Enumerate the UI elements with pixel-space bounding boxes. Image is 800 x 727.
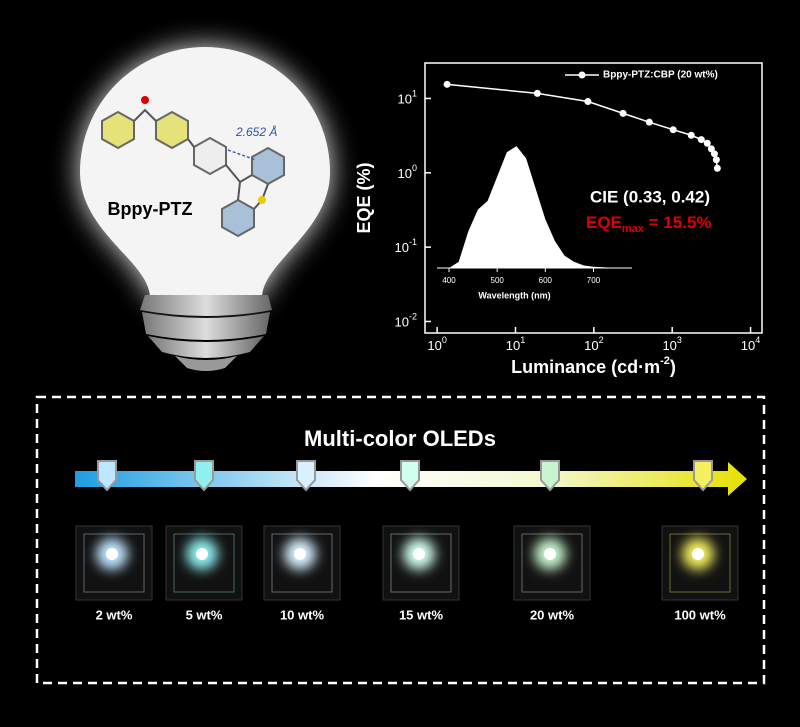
device-pixel-frame <box>669 533 731 593</box>
samples: 2 wt% 5 wt% 10 wt% 15 wt% 20 wt% 100 wt% <box>75 460 739 622</box>
inset-tick-label: 600 <box>539 276 553 285</box>
tick-label: 103 <box>662 335 681 353</box>
device-pixel-frame <box>390 533 452 593</box>
tick-label: 10-1 <box>395 238 417 256</box>
device-pixel-frame <box>271 533 333 593</box>
eqe-point <box>687 131 695 139</box>
eqe-point <box>669 126 677 134</box>
tick-exponent: 1 <box>520 335 525 345</box>
eqe-text: EQE <box>586 213 622 232</box>
tick-label: 101 <box>398 89 417 107</box>
x-axis-label: Luminance (cd·m-2) <box>511 355 676 377</box>
inset-tick-label: 400 <box>442 276 456 285</box>
gradient-marker <box>693 460 713 492</box>
device-pixel <box>413 548 425 560</box>
eqe-point <box>712 156 720 164</box>
tick-label: 102 <box>584 335 603 353</box>
tick-base: 10 <box>398 166 412 181</box>
sample-label: 20 wt% <box>530 607 575 622</box>
molecule <box>101 96 285 238</box>
tick-exponent: 0 <box>442 335 447 345</box>
device-pixel <box>692 548 704 560</box>
tick-base: 10 <box>506 338 520 353</box>
tick-base: 10 <box>741 338 755 353</box>
eqe-point <box>703 139 711 147</box>
cie-annotation: CIE (0.33, 0.42) <box>590 187 710 206</box>
panel-frame <box>35 395 766 685</box>
legend-marker <box>578 71 586 79</box>
eqe-max-annotation: EQEmax = 15.5% <box>586 213 712 234</box>
device-pixel <box>544 548 556 560</box>
tick-base: 10 <box>395 315 409 330</box>
gradient-marker <box>97 460 117 492</box>
inset-x-label: Wavelength (nm) <box>478 290 550 300</box>
eqe-point <box>619 109 627 117</box>
device-pixel-frame <box>521 533 583 593</box>
device-pixel-frame <box>83 533 145 593</box>
tick-base: 10 <box>427 338 441 353</box>
tick-base: 10 <box>395 241 409 256</box>
eqe-point <box>710 150 718 158</box>
tick-exponent: -1 <box>409 238 417 248</box>
eqe-point <box>443 80 451 88</box>
gradient-marker <box>400 460 420 492</box>
sample-label: 100 wt% <box>674 607 726 622</box>
tick-label: 104 <box>741 335 760 353</box>
emission-spectrum <box>449 146 618 268</box>
tick-exponent: 0 <box>412 163 417 173</box>
inset-tick-label: 700 <box>587 276 601 285</box>
inset-tick-label: 500 <box>491 276 505 285</box>
sample-label: 10 wt% <box>280 607 325 622</box>
device-pixel <box>106 548 118 560</box>
tick-base: 10 <box>662 338 676 353</box>
x-label-text: Luminance (cd·m <box>511 357 660 377</box>
tick-label: 101 <box>506 335 525 353</box>
eqe-point <box>533 89 541 97</box>
tick-exponent: -2 <box>409 312 417 322</box>
tick-exponent: 1 <box>412 89 417 99</box>
device-pixel-frame <box>173 533 235 593</box>
bond-distance: 2.652 Å <box>235 124 277 139</box>
tick-exponent: 4 <box>755 335 760 345</box>
x-label-suffix: ) <box>670 357 676 377</box>
tick-base: 10 <box>398 92 412 107</box>
eqe-point <box>584 98 592 106</box>
tick-label: 10-2 <box>395 312 417 330</box>
panel-title: Multi-color OLEDs <box>304 426 496 451</box>
eqe-point <box>713 164 721 172</box>
tick-exponent: 3 <box>677 335 682 345</box>
legend-label: Bppy-PTZ:CBP (20 wt%) <box>603 70 718 81</box>
sample-label: 15 wt% <box>399 607 444 622</box>
eqe-point <box>645 118 653 126</box>
sample-label: 5 wt% <box>186 607 223 622</box>
gradient-marker <box>296 460 316 492</box>
eqe-sub: max <box>622 223 645 235</box>
tick-label: 100 <box>427 335 446 353</box>
x-label-sup: -2 <box>660 355 670 367</box>
molecule-name: Bppy-PTZ <box>108 199 193 219</box>
eqe-point <box>697 136 705 144</box>
tick-base: 10 <box>584 338 598 353</box>
sample-label: 2 wt% <box>96 607 133 622</box>
device-pixel <box>196 548 208 560</box>
y-axis-label: EQE (%) <box>354 162 374 233</box>
bulb <box>80 47 330 371</box>
eqe-suffix: = 15.5% <box>644 213 712 232</box>
gradient-marker <box>194 460 214 492</box>
tick-label: 100 <box>398 163 417 181</box>
gradient-marker <box>540 460 560 492</box>
device-pixel <box>294 548 306 560</box>
tick-exponent: 2 <box>599 335 604 345</box>
